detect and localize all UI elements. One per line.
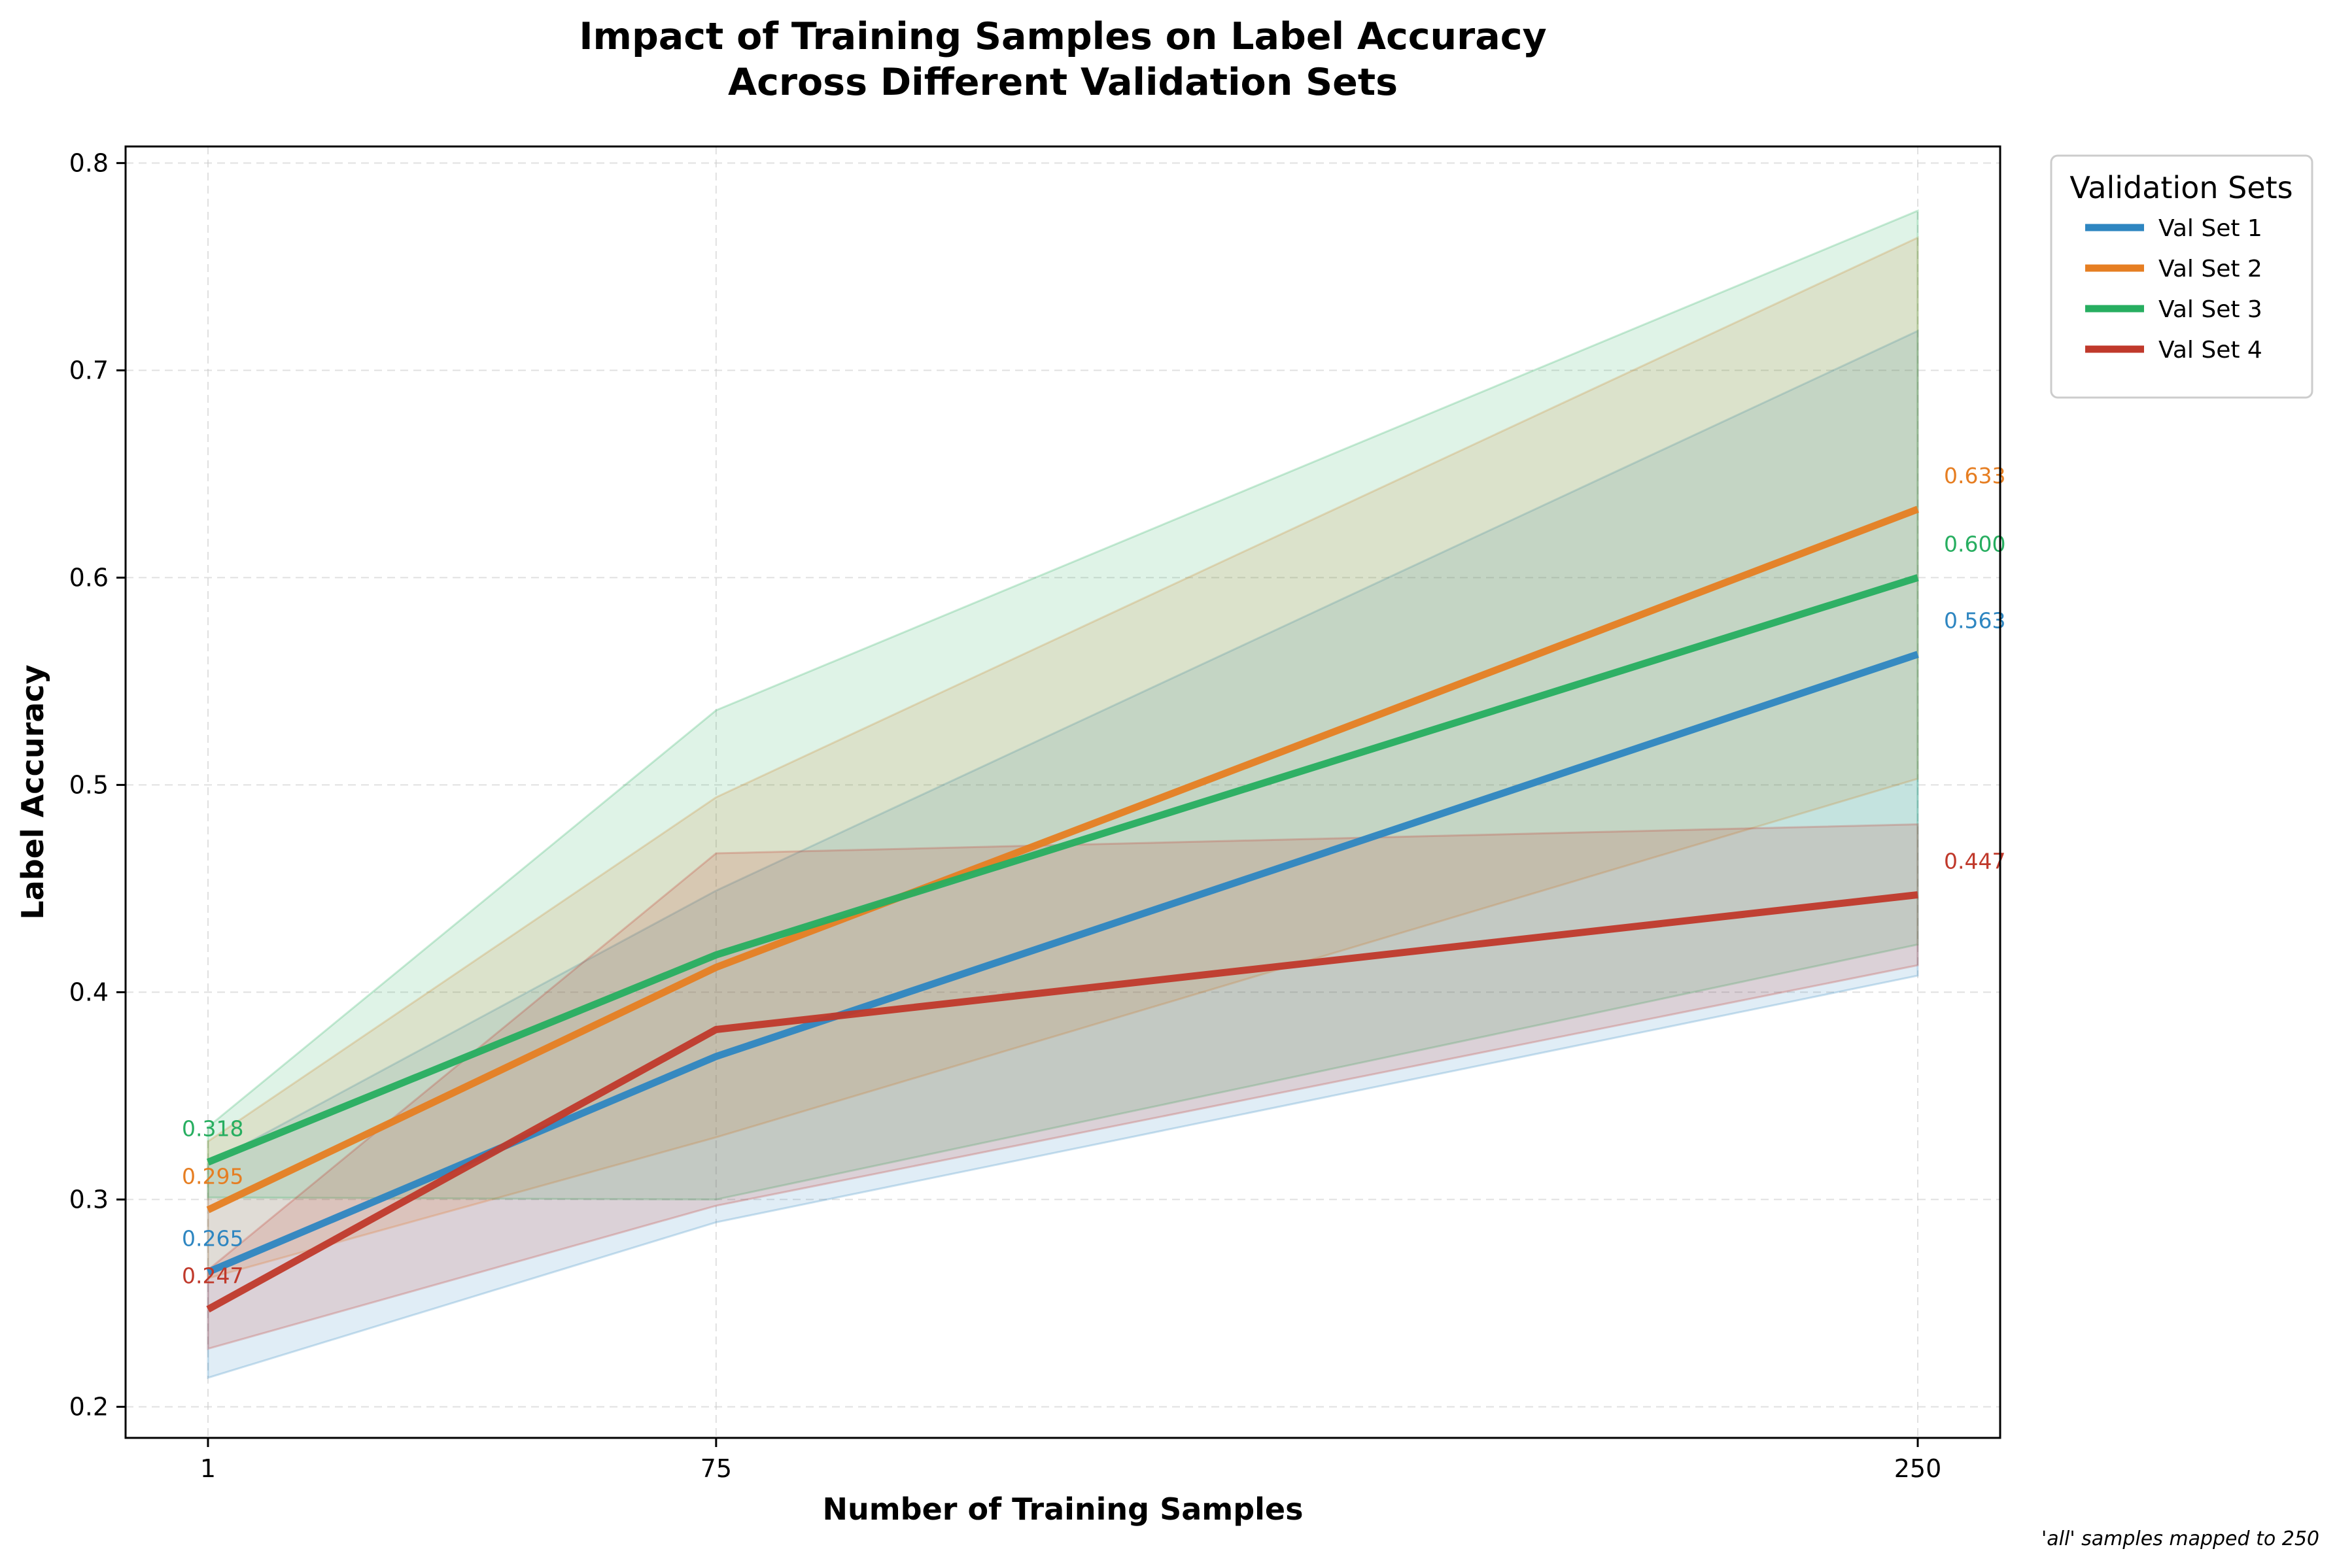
line-val-set-3 [206,574,1919,1166]
y-tick-label-1: 0.3 [69,1185,109,1214]
line-val-set-4 [206,891,1918,1313]
data-label-val-set-4-start: 0.247 [182,1263,243,1288]
legend-label-val-set-3: Val Set 3 [2158,296,2262,323]
confidence-bands [207,209,1919,1380]
y-tick-label-6: 0.8 [69,148,109,177]
line-val-set-1 [206,651,1919,1276]
data-label-val-set-4-end: 0.447 [1944,848,2005,874]
plot-frame [124,145,2001,1439]
legend-box [2050,154,2313,399]
legend: Validation Sets Val Set 1 Val Set 2 Val Set… [2050,154,2313,399]
y-tick-label-3: 0.5 [69,770,109,799]
data-label-val-set-3-end: 0.600 [1944,531,2005,556]
y-axis-ticks: 0.2 0.3 0.4 0.5 0.6 0.7 0.8 [69,148,126,1421]
data-label-val-set-1-end: 0.563 [1944,608,2005,634]
band-val-set-3 [207,209,1919,1201]
data-labels: 0.265 0.563 0.295 0.633 0.318 0.600 0.247 0.447 [182,463,2006,1289]
mapping-note: 'all' samples mapped to 250 [2041,1527,2319,1550]
x-tick-label-0: 1 [200,1454,216,1483]
grid [126,146,2000,1438]
y-axis-label: Label Accuracy [15,664,50,919]
data-label-val-set-3-start: 0.318 [182,1116,243,1141]
y-tick-label-4: 0.6 [69,563,109,592]
data-label-val-set-2-end: 0.633 [1944,463,2005,488]
series-lines [206,505,1919,1313]
band-val-set-2 [207,236,1919,1280]
y-tick-label-0: 0.2 [69,1392,109,1421]
chart-title-line-2: Across Different Validation Sets [728,61,1398,104]
y-tick-label-2: 0.4 [69,978,109,1006]
x-axis-label: Number of Training Samples [822,1491,1303,1527]
legend-title: Validation Sets [2069,170,2293,205]
chart-title: Impact of Training Samples on Label Accu… [579,15,1546,104]
data-label-val-set-1-start: 0.265 [182,1225,243,1251]
legend-label-val-set-1: Val Set 1 [2158,215,2262,242]
x-axis-ticks: 1 75 250 [200,1438,1941,1483]
legend-label-val-set-4: Val Set 4 [2158,337,2262,364]
y-tick-label-5: 0.7 [69,356,109,384]
legend-label-val-set-2: Val Set 2 [2158,256,2262,282]
chart-title-line-1: Impact of Training Samples on Label Accu… [579,15,1546,58]
band-val-set-4 [207,823,1919,1350]
x-tick-label-1: 75 [701,1454,732,1483]
band-val-set-1 [207,329,1919,1380]
data-label-val-set-2-start: 0.295 [182,1163,243,1189]
line-val-set-2 [206,505,1919,1214]
x-tick-label-2: 250 [1894,1454,1942,1483]
